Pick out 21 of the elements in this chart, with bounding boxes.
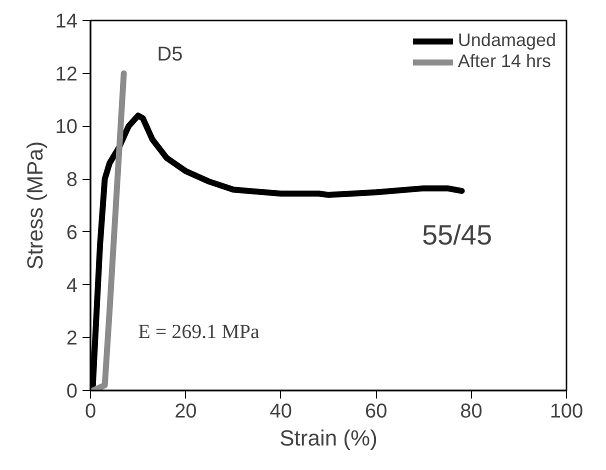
x-tick-label: 40 bbox=[270, 400, 292, 422]
y-tick-label: 6 bbox=[66, 222, 78, 244]
legend-label: After 14 hrs bbox=[458, 51, 551, 72]
x-tick-label: 0 bbox=[84, 400, 96, 422]
x-tick-label: 20 bbox=[174, 400, 197, 422]
y-tick-label: 12 bbox=[55, 63, 78, 86]
legend-label: Undamaged bbox=[458, 30, 556, 51]
x-tick-label: 60 bbox=[364, 400, 388, 422]
x-axis-title: Strain (%) bbox=[280, 426, 378, 450]
y-tick-label: 2 bbox=[66, 328, 78, 350]
annotation: E = 269.1 MPa bbox=[138, 320, 260, 343]
y-tick-label: 14 bbox=[55, 10, 78, 32]
x-tick-label: 100 bbox=[550, 400, 584, 422]
y-axis-title: Stress (MPa) bbox=[22, 141, 48, 270]
y-tick-label: 8 bbox=[66, 169, 78, 192]
annotation: 55/45 bbox=[422, 219, 492, 250]
x-tick-label: 80 bbox=[460, 400, 482, 422]
annotation: D5 bbox=[157, 43, 183, 66]
y-tick-label: 0 bbox=[66, 380, 78, 402]
y-tick-label: 10 bbox=[55, 116, 78, 138]
y-tick-label: 4 bbox=[66, 274, 78, 297]
